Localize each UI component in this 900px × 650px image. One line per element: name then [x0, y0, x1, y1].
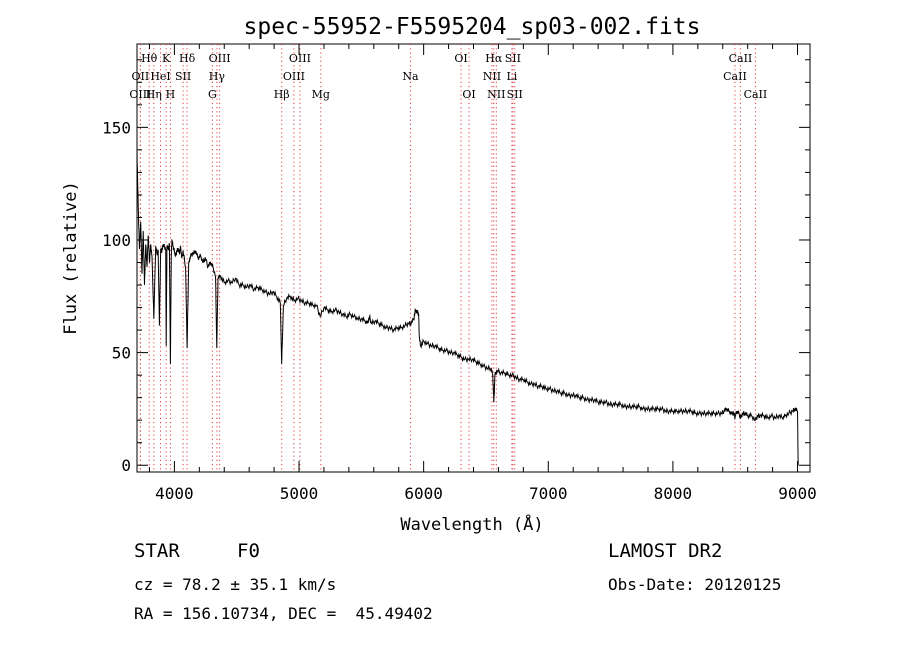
spectral-line-label: SII: [175, 70, 191, 83]
spectral-line-label: CaII: [723, 70, 747, 83]
spectral-line-label: Li: [506, 70, 517, 83]
x-tick-label: 8000: [654, 484, 693, 503]
spectral-line-label: OIII: [289, 52, 311, 65]
spectral-line-label: Hη: [146, 88, 162, 101]
spectral-line-label: SII: [507, 88, 523, 101]
spectral-line-label: Na: [402, 70, 419, 83]
sky-coordinates: RA = 156.10734, DEC = 45.49402: [134, 604, 433, 623]
x-tick-label: 9000: [778, 484, 817, 503]
x-tick-label: 7000: [529, 484, 568, 503]
spectral-line-label: G: [208, 88, 217, 101]
spectral-line-label: K: [162, 52, 171, 65]
spectral-line-label: OIII: [129, 88, 151, 101]
spectral-line-label: OIII: [283, 70, 305, 83]
chart-title: spec-55952-F5595204_sp03-002.fits: [244, 14, 701, 40]
x-tick-label: 6000: [404, 484, 443, 503]
spectral-line-label: Hδ: [179, 52, 196, 65]
spectral-line-label: HeI: [150, 70, 170, 83]
spectral-line-label: CaII: [744, 88, 768, 101]
spectral-line-label: NII: [487, 88, 505, 101]
spectral-line-label: Hβ: [274, 88, 290, 101]
survey-name: LAMOST DR2: [608, 540, 723, 562]
spectral-line-markers: [139, 44, 756, 472]
y-tick-label: 100: [102, 231, 131, 250]
y-axis-label: Flux (relative): [61, 181, 81, 335]
spectral-line-labels: Hθ OII OIII K HeI Hη SII H Hδ OIII Hγ G OIII OIII Hβ Mg…: [129, 52, 767, 101]
spectral-line-label: Hα: [485, 52, 503, 65]
spectrum-series: [136, 149, 799, 466]
plot-frame: [136, 43, 811, 473]
spectral-line-label: CaII: [729, 52, 753, 65]
x-axis-label: Wavelength (Å): [400, 513, 543, 535]
y-tick-label: 0: [121, 456, 131, 475]
spectral-line-label: SII: [505, 52, 521, 65]
object-class: STAR: [134, 540, 180, 562]
redshift-velocity: cz = 78.2 ± 35.1 km/s: [134, 575, 337, 594]
spectral-line-label: OIII: [209, 52, 231, 65]
spectrum-line: [136, 149, 799, 466]
spectral-line-label: Hγ: [209, 70, 226, 83]
object-subclass: F0: [237, 540, 260, 562]
axes: 4000 5000 6000 7000 8000 9000 0 50 100 150: [102, 44, 817, 503]
spectral-line-label: OI: [462, 88, 475, 101]
spectral-line-label: H: [166, 88, 176, 101]
spectral-line-label: OI: [454, 52, 467, 65]
y-tick-label: 50: [112, 344, 131, 363]
spectral-line-label: NII: [483, 70, 501, 83]
observation-date: Obs-Date: 20120125: [608, 575, 782, 594]
spectral-line-label: Hθ: [141, 52, 158, 65]
spectral-line-label: Mg: [312, 88, 330, 101]
y-tick-label: 150: [102, 118, 131, 137]
x-tick-label: 5000: [280, 484, 319, 503]
x-tick-label: 4000: [155, 484, 194, 503]
spectral-line-label: OII: [132, 70, 150, 83]
